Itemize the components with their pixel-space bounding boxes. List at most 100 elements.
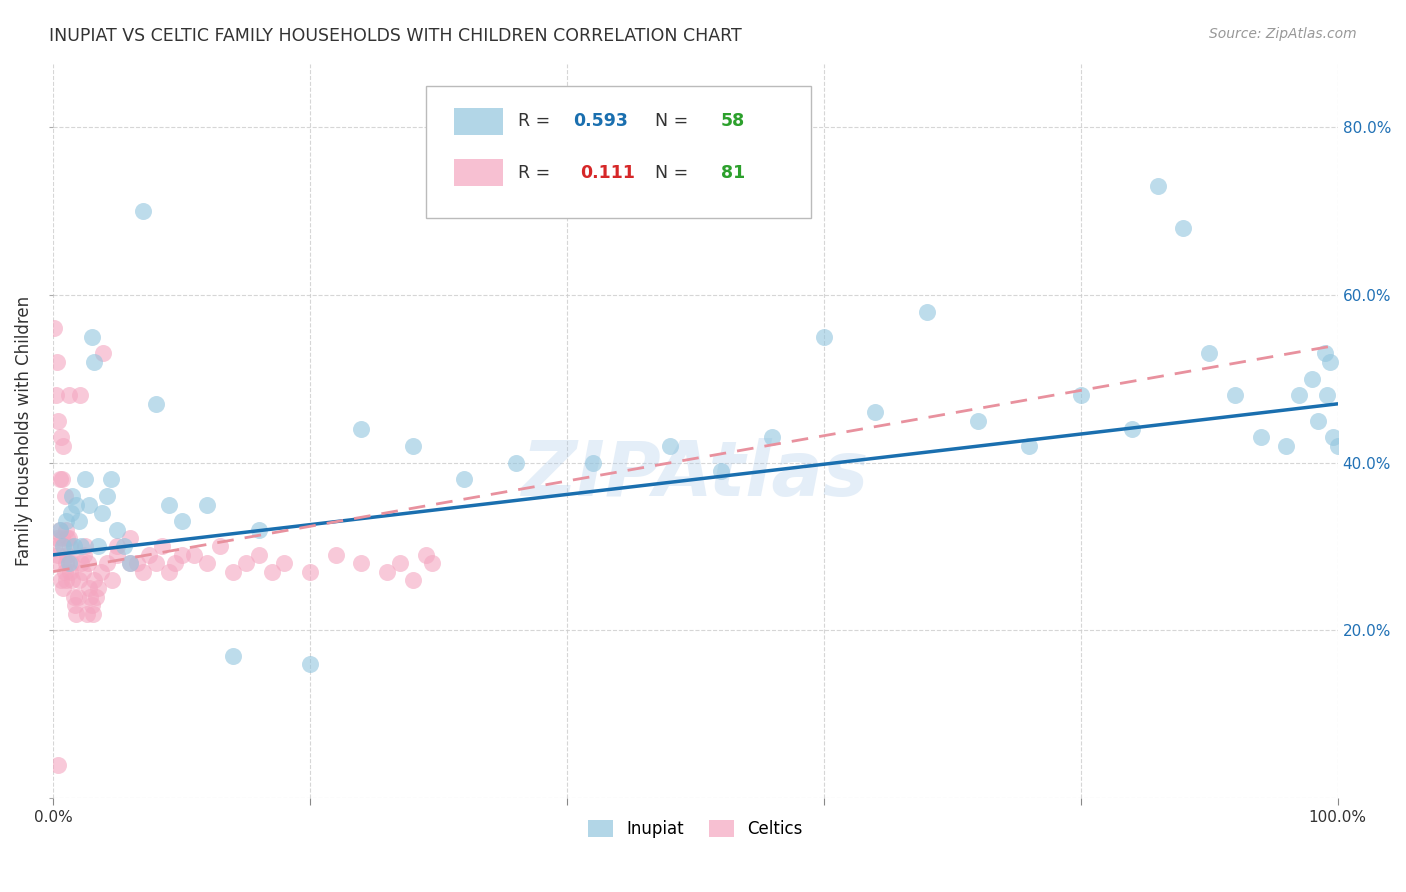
Celtics <box>76 607 98 621</box>
Celtics <box>53 565 76 579</box>
Celtics <box>52 439 75 453</box>
Inupiat <box>60 506 83 520</box>
Celtics <box>83 573 105 587</box>
Celtics <box>91 346 114 360</box>
Inupiat <box>350 422 373 436</box>
Celtics <box>55 573 77 587</box>
Celtics <box>209 540 232 554</box>
Celtics <box>55 523 77 537</box>
Inupiat <box>48 523 70 537</box>
Celtics <box>101 573 124 587</box>
Text: 0.111: 0.111 <box>579 164 634 182</box>
Inupiat <box>1322 430 1344 444</box>
Inupiat <box>1070 388 1092 402</box>
Inupiat <box>112 540 135 554</box>
Celtics <box>51 531 73 545</box>
Inupiat <box>1146 178 1168 193</box>
Text: N =: N = <box>644 112 693 130</box>
Inupiat <box>120 556 142 570</box>
Inupiat <box>402 439 425 453</box>
Celtics <box>87 582 110 596</box>
Celtics <box>62 590 84 604</box>
Bar <box>454 160 503 186</box>
Inupiat <box>83 355 105 369</box>
Celtics <box>63 598 86 612</box>
Celtics <box>350 556 373 570</box>
Celtics <box>120 556 142 570</box>
Inupiat <box>505 456 527 470</box>
Celtics <box>44 321 66 335</box>
Celtics <box>53 489 76 503</box>
Inupiat <box>1275 439 1298 453</box>
Celtics <box>222 565 245 579</box>
Inupiat <box>1301 372 1323 386</box>
Celtics <box>58 388 80 402</box>
Inupiat <box>581 456 603 470</box>
Celtics <box>125 556 148 570</box>
Celtics <box>67 573 90 587</box>
Text: 0.593: 0.593 <box>574 112 628 130</box>
Celtics <box>75 540 97 554</box>
Inupiat <box>91 506 114 520</box>
Celtics <box>56 548 79 562</box>
Celtics <box>415 548 437 562</box>
Inupiat <box>453 472 475 486</box>
Inupiat <box>70 540 93 554</box>
Inupiat <box>761 430 783 444</box>
Inupiat <box>1198 346 1220 360</box>
Inupiat <box>1316 388 1339 402</box>
Celtics <box>132 565 155 579</box>
Inupiat <box>55 514 77 528</box>
Inupiat <box>105 523 128 537</box>
Celtics <box>299 565 322 579</box>
Inupiat <box>1121 422 1143 436</box>
Celtics <box>45 388 67 402</box>
Inupiat <box>60 489 83 503</box>
Celtics <box>48 523 70 537</box>
Celtics <box>60 573 83 587</box>
FancyBboxPatch shape <box>426 87 811 219</box>
Celtics <box>105 548 128 562</box>
Celtics <box>96 556 118 570</box>
Inupiat <box>1173 220 1195 235</box>
Celtics <box>59 540 82 554</box>
Text: INUPIAT VS CELTIC FAMILY HOUSEHOLDS WITH CHILDREN CORRELATION CHART: INUPIAT VS CELTIC FAMILY HOUSEHOLDS WITH… <box>49 27 742 45</box>
Celtics <box>70 556 93 570</box>
Inupiat <box>65 498 87 512</box>
Celtics <box>183 548 205 562</box>
Celtics <box>375 565 398 579</box>
Inupiat <box>132 203 155 218</box>
Celtics <box>46 757 69 772</box>
Celtics <box>170 548 193 562</box>
Legend: Inupiat, Celtics: Inupiat, Celtics <box>582 814 810 845</box>
Text: R =: R = <box>519 164 561 182</box>
Inupiat <box>62 540 84 554</box>
Celtics <box>51 472 73 486</box>
Celtics <box>76 556 98 570</box>
Celtics <box>84 590 107 604</box>
Celtics <box>59 565 82 579</box>
Celtics <box>46 531 69 545</box>
Text: N =: N = <box>644 164 693 182</box>
Celtics <box>247 548 270 562</box>
Inupiat <box>1250 430 1272 444</box>
Celtics <box>69 388 91 402</box>
Celtics <box>65 607 87 621</box>
Celtics <box>73 548 96 562</box>
Inupiat <box>170 514 193 528</box>
Celtics <box>420 556 443 570</box>
Text: R =: R = <box>519 112 555 130</box>
Inupiat <box>813 329 835 343</box>
Celtics <box>105 540 128 554</box>
Inupiat <box>1319 355 1341 369</box>
Celtics <box>77 582 100 596</box>
Celtics <box>46 548 69 562</box>
Inupiat <box>96 489 118 503</box>
Inupiat <box>157 498 180 512</box>
Celtics <box>82 607 104 621</box>
Celtics <box>80 598 103 612</box>
Inupiat <box>100 472 122 486</box>
Inupiat <box>145 397 167 411</box>
Inupiat <box>1223 388 1246 402</box>
Celtics <box>157 565 180 579</box>
